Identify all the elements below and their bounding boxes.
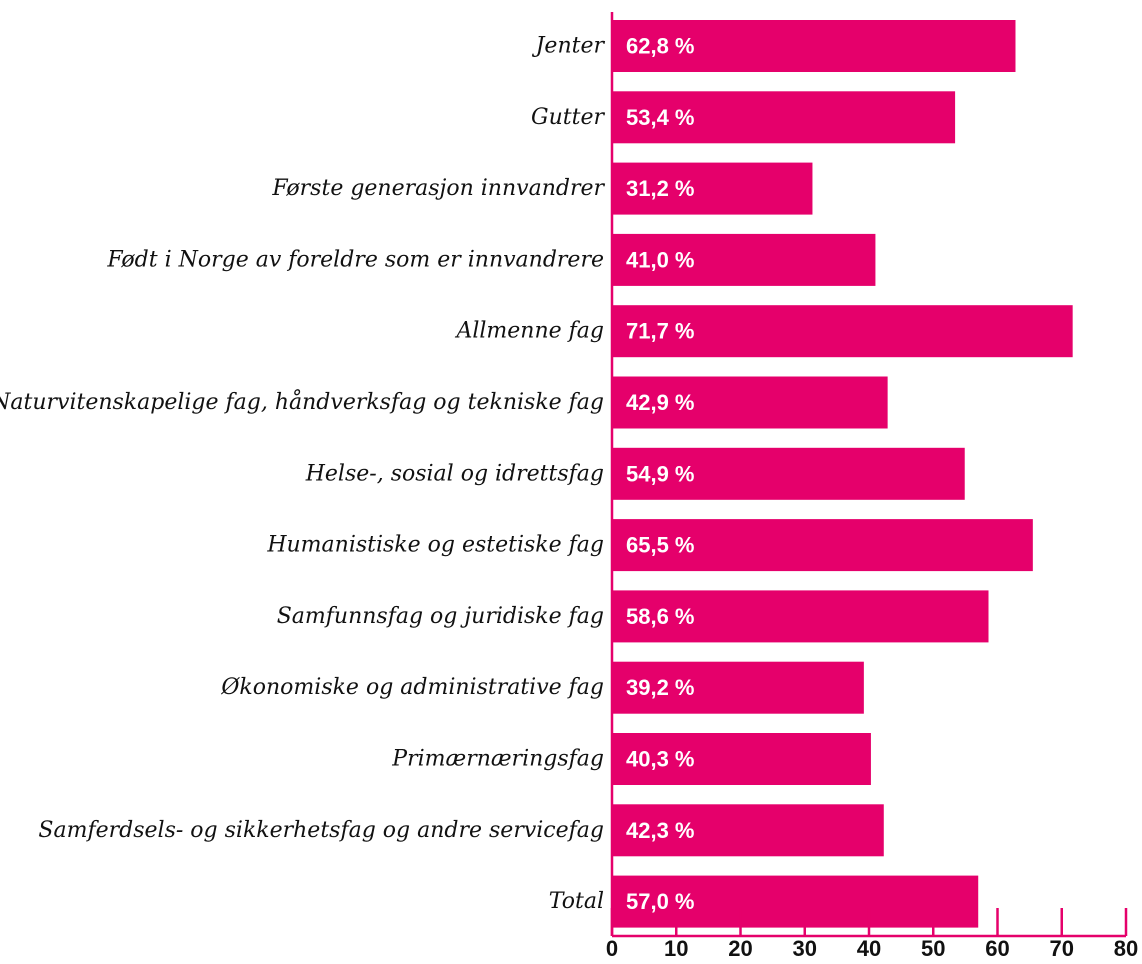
bar-value-label: 65,5 % (626, 533, 695, 558)
x-tick-label: 60 (985, 936, 1009, 961)
category-label: Allmenne fag (454, 319, 604, 344)
bar (612, 305, 1073, 358)
bar (612, 376, 888, 429)
bar (612, 519, 1033, 572)
x-tick-label: 80 (1114, 936, 1138, 961)
bar-value-label: 58,6 % (626, 604, 695, 629)
bar-value-label: 40,3 % (626, 747, 695, 772)
category-label: Gutter (531, 105, 605, 130)
category-label: Økonomiske og administrative fag (220, 675, 604, 700)
category-label: Født i Norge av foreldre som er innvandr… (106, 247, 604, 272)
bar-value-label: 42,9 % (626, 390, 695, 415)
bar (612, 804, 884, 857)
x-tick-label: 40 (857, 936, 881, 961)
category-label: Helse-, sosial og idrettsfag (305, 461, 604, 486)
category-label: Jenter (532, 34, 606, 59)
bar (612, 162, 813, 215)
bar (612, 590, 989, 643)
bar (612, 20, 1016, 72)
bar (612, 91, 956, 144)
bars-layer: 62,8 % 53,4 % 31,2 % 41,0 % 71,7 % 42,9 % 54,9… (612, 20, 1073, 928)
bar-value-label: 41,0 % (626, 247, 695, 272)
x-axis: 0 10 20 30 40 50 60 70 80 (606, 12, 1138, 961)
category-label: Naturvitenskapelige fag, håndverksfag og… (0, 388, 604, 415)
x-tick-label: 70 (1050, 936, 1074, 961)
bar-value-label: 39,2 % (626, 675, 695, 700)
bar (612, 733, 871, 785)
bar (612, 875, 979, 928)
bar-value-label: 54,9 % (626, 461, 695, 486)
x-tick-label: 10 (664, 936, 688, 961)
bar-value-label: 71,7 % (626, 319, 695, 344)
bar-value-label: 31,2 % (626, 176, 695, 201)
bar-value-label: 53,4 % (626, 105, 695, 130)
bar-value-label: 57,0 % (626, 889, 695, 914)
x-tick-label: 50 (921, 936, 945, 961)
category-label: Samferdsels- og sikkerhetsfag og andre s… (38, 818, 604, 843)
category-label: Primærnæringsfag (391, 747, 604, 772)
bar (612, 447, 965, 500)
bar (612, 233, 876, 286)
category-label: Total (549, 889, 604, 914)
category-label: Første generasjon innvandrer (271, 176, 605, 201)
x-tick-label: 30 (793, 936, 817, 961)
category-label: Samfunnsfag og juridiske fag (277, 604, 604, 629)
bar (612, 661, 864, 714)
category-label: Humanistiske og estetiske fag (266, 533, 604, 558)
x-tick-label: 20 (728, 936, 752, 961)
bar-value-label: 42,3 % (626, 818, 695, 843)
x-tick-label: 0 (606, 936, 618, 961)
category-labels: Jenter Gutter Første generasjon innvandrer… (0, 34, 605, 915)
bar-value-label: 62,8 % (626, 34, 695, 59)
